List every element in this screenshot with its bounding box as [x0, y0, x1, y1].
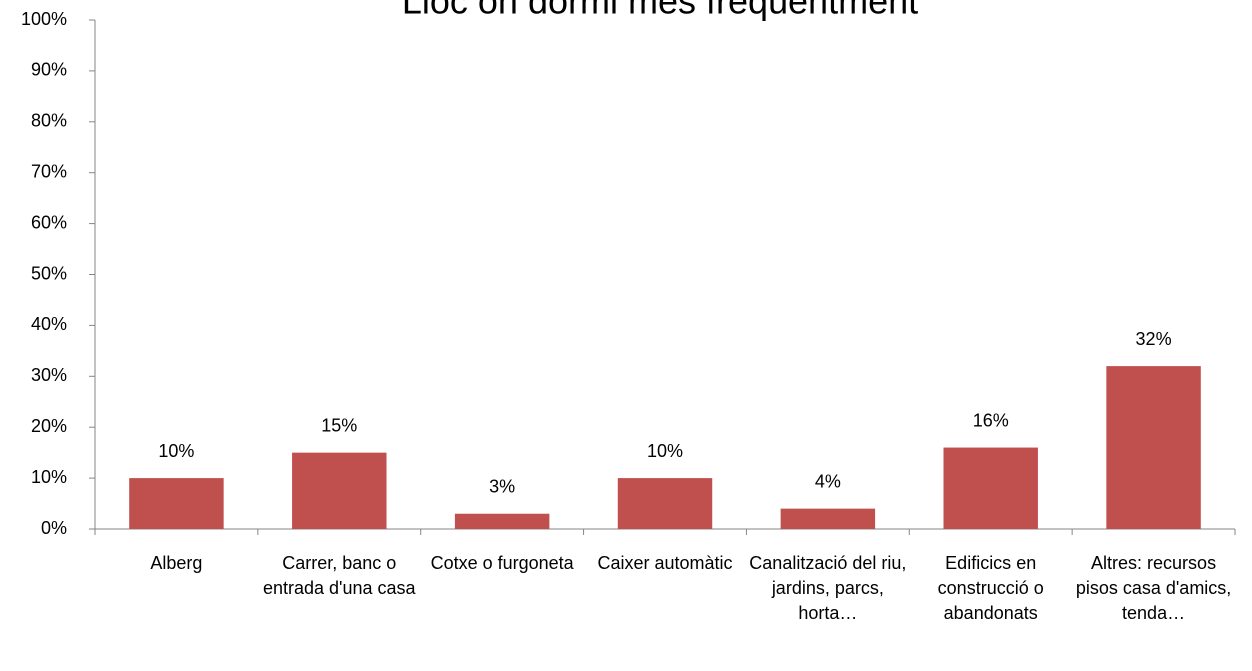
x-tick-label: Caixer automàtic	[597, 553, 733, 573]
y-tick-label: 70%	[31, 161, 67, 181]
data-label: 10%	[647, 441, 683, 461]
data-label: 4%	[815, 471, 841, 491]
y-tick-label: 80%	[31, 111, 67, 131]
y-tick-label: 100%	[21, 9, 67, 29]
bar	[617, 478, 713, 529]
x-tick-label: Edificics en construcció o abandonats	[937, 553, 1044, 623]
bar	[292, 452, 387, 529]
y-tick-label: 40%	[31, 314, 67, 334]
data-label: 10%	[158, 441, 194, 461]
x-tick-label: Cotxe o furgoneta	[430, 553, 574, 573]
bar	[1106, 366, 1201, 529]
x-tick-label: Canalització del riu, jardins, parcs, ho…	[749, 553, 907, 623]
bar	[780, 508, 876, 529]
x-tick-label: Altres: recursos pisos casa d'amics, ten…	[1075, 553, 1232, 623]
data-label: 15%	[321, 415, 357, 435]
bar	[943, 447, 1038, 529]
chart-title: Lloc on dormi més freqüentment	[402, 0, 918, 22]
data-label: 16%	[973, 410, 1009, 430]
y-tick-label: 90%	[31, 60, 67, 80]
y-tick-label: 50%	[31, 263, 67, 283]
data-label: 32%	[1136, 329, 1172, 349]
y-tick-label: 10%	[31, 467, 67, 487]
y-tick-label: 60%	[31, 212, 67, 232]
x-tick-label: Carrer, banc o entrada d'una casa	[263, 553, 416, 598]
bar	[129, 478, 224, 529]
y-tick-label: 0%	[41, 518, 67, 538]
x-tick-label: Alberg	[150, 553, 203, 573]
bar	[454, 513, 550, 529]
data-label: 3%	[489, 476, 515, 496]
y-tick-label: 20%	[31, 416, 67, 436]
y-tick-label: 30%	[31, 365, 67, 385]
